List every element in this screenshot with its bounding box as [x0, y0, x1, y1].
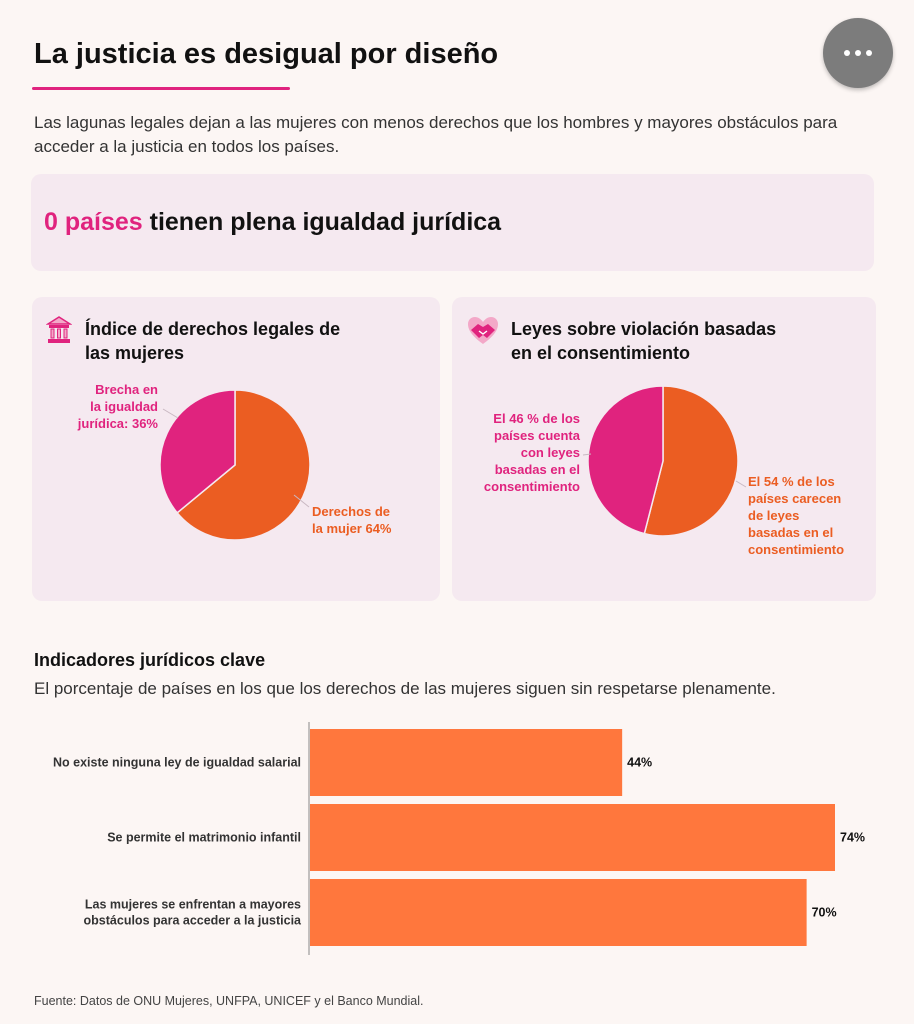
- pie-label-line: basadas en el: [494, 462, 580, 477]
- highlight-text: tienen plena igualdad jurídica: [142, 208, 502, 236]
- more-horizontal-icon: [844, 50, 850, 56]
- pie-label-line: basadas en el: [748, 525, 834, 540]
- legal-rights-pie-chart: [159, 389, 311, 541]
- legal-rights-title: Índice de derechos legales de las mujere…: [85, 317, 340, 365]
- pie-label-gap: Brecha en la igualdad jurídica: 36%: [66, 381, 158, 432]
- bar-category-label: Se permite el matrimonio infantil: [107, 831, 301, 845]
- pie-label-rights: Derechos de la mujer 64%: [312, 503, 392, 537]
- source-note: Fuente: Datos de ONU Mujeres, UNFPA, UNI…: [34, 994, 424, 1008]
- pie-label-line: países cuenta: [494, 428, 580, 443]
- consent-laws-title-line: en el consentimiento: [511, 343, 691, 363]
- legal-rights-title-line: las mujeres: [85, 343, 185, 363]
- pie-leader-line: [293, 494, 310, 508]
- pie-leader-line: [162, 408, 179, 419]
- bar-category-label: No existe ninguna ley de igualdad salari…: [53, 756, 301, 770]
- handshake-heart-icon: [468, 317, 498, 344]
- pie-label-line: consentimiento: [483, 479, 580, 494]
- bar-value-label: 74%: [840, 831, 865, 845]
- pie-label-with-laws: El 46 % de los países cuenta con leyes b…: [466, 410, 580, 495]
- pie-leader-line: [735, 480, 747, 488]
- bar: [310, 804, 835, 871]
- more-options-button[interactable]: [823, 18, 893, 88]
- pie-label-line: de leyes: [748, 508, 800, 523]
- pie-slice-without-laws: [643, 385, 739, 537]
- bar: [310, 729, 623, 796]
- bar-category-label: Las mujeres se enfrentan a mayores: [85, 898, 301, 912]
- indicators-subtitle: El porcentaje de países en los que los d…: [34, 679, 776, 698]
- legal-rights-title-line: Índice de derechos legales de: [85, 319, 341, 339]
- pie-label-line: El 46 % de los: [493, 411, 580, 426]
- pie-slice-rights: [176, 389, 311, 541]
- pie-label-line: con leyes: [520, 445, 580, 460]
- bar: [310, 879, 807, 946]
- pie-label-line: Brecha en: [95, 382, 158, 397]
- bar-value-label: 70%: [812, 906, 837, 920]
- highlight-number: 0 países: [44, 208, 143, 236]
- title-underline: [32, 87, 290, 90]
- pie-label-line: Derechos de: [312, 504, 391, 519]
- more-horizontal-icon: [855, 50, 861, 56]
- legal-rights-card: Índice de derechos legales de las mujere…: [32, 297, 440, 601]
- pie-slice-gap: [159, 389, 236, 514]
- page-title: La justicia es desigual por diseño: [34, 38, 499, 70]
- pie-label-line: jurídica: 36%: [77, 416, 158, 431]
- bar-category-label: obstáculos para acceder a la justicia: [84, 914, 303, 928]
- pie-label-without-laws: El 54 % de los países carecen de leyes b…: [748, 473, 844, 558]
- consent-laws-title-line: Leyes sobre violación basadas: [511, 319, 777, 339]
- consent-laws-pie-chart: [582, 385, 747, 537]
- consent-laws-title: Leyes sobre violación basadas en el cons…: [511, 317, 776, 365]
- pie-label-line: la igualdad: [90, 399, 158, 414]
- courthouse-icon: [46, 316, 72, 343]
- consent-laws-card: Leyes sobre violación basadas en el cons…: [452, 297, 876, 601]
- pie-leader-line: [582, 453, 592, 456]
- pie-label-line: la mujer 64%: [312, 521, 392, 536]
- page-subtitle: Las lagunas legales dejan a las mujeres …: [34, 113, 838, 156]
- bar-value-label: 44%: [627, 756, 652, 770]
- pie-label-line: consentimiento: [748, 542, 845, 557]
- more-horizontal-icon: [866, 50, 872, 56]
- highlight-stat: 0 países tienen plena igualdad jurídica: [44, 208, 501, 237]
- pie-slice-with-laws: [587, 385, 664, 535]
- indicators-title: Indicadores jurídicos clave: [34, 650, 266, 670]
- highlight-stat-box: 0 países tienen plena igualdad jurídica: [31, 174, 874, 271]
- pie-label-line: países carecen: [748, 491, 842, 506]
- pie-label-line: El 54 % de los: [748, 474, 835, 489]
